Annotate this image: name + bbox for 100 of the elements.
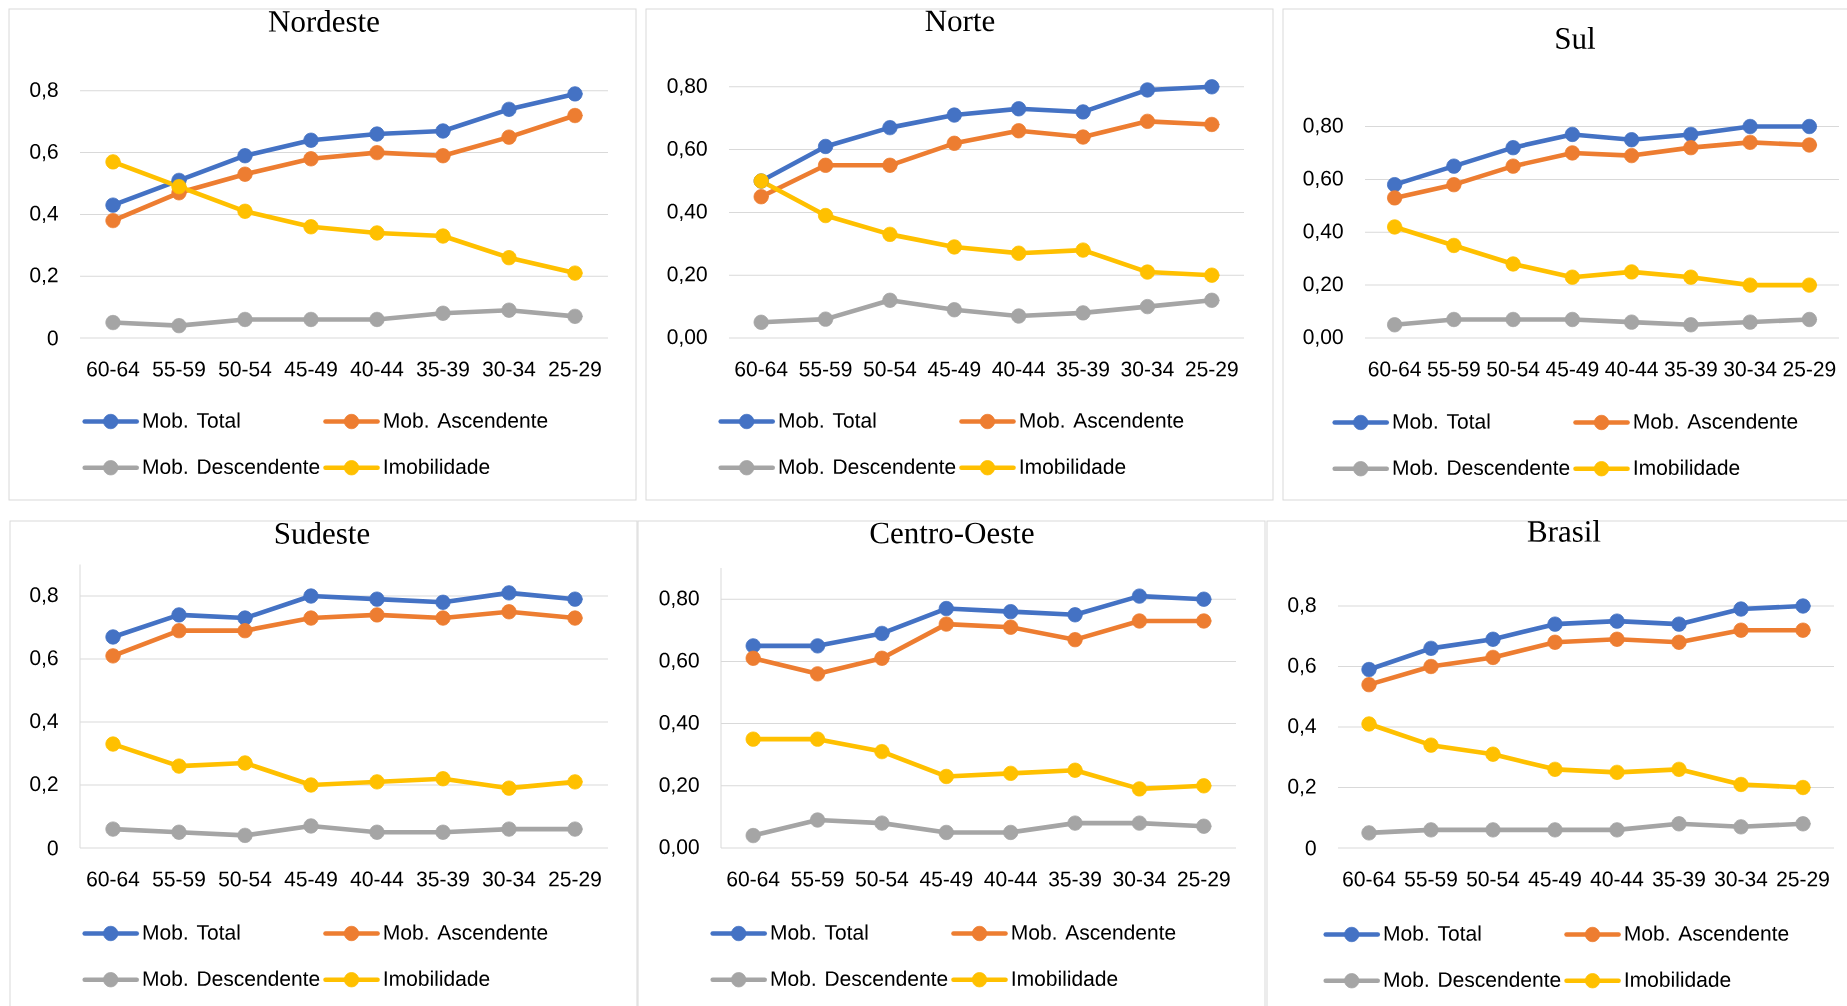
x-tick-label: 25-29 <box>549 871 601 887</box>
chart-title: Brasil <box>1527 520 1601 542</box>
legend-label: Mob. Descendente <box>771 970 948 987</box>
legend-label: Mob. Ascendente <box>1020 412 1184 428</box>
y-tick-label: 0,80 <box>659 590 699 608</box>
y-tick-label: 0,2 <box>30 267 58 285</box>
x-tick-label: 35-39 <box>1652 871 1705 887</box>
x-tick-label: 55-59 <box>799 361 852 377</box>
legend-label: Mob. Descendente <box>1393 459 1570 476</box>
legend-label: Mob. Total <box>779 412 876 428</box>
legend-label: Imobilidade <box>1020 458 1126 475</box>
x-tick-label: 45-49 <box>1546 361 1599 377</box>
y-tick-label: 0,00 <box>659 839 699 857</box>
x-tick-label: 35-39 <box>1664 361 1717 377</box>
x-tick-label: 45-49 <box>284 361 337 377</box>
x-tick-label: 40-44 <box>350 361 404 377</box>
y-tick-label: 0,40 <box>1303 223 1343 241</box>
y-tick-label: 0,6 <box>30 143 58 162</box>
y-tick-label: 0,8 <box>30 587 58 605</box>
x-tick-label: 40-44 <box>992 361 1045 377</box>
y-tick-label: 0,8 <box>1288 597 1316 615</box>
y-tick-label: 0,4 <box>1288 718 1316 736</box>
x-tick-label: 60-64 <box>1343 871 1396 887</box>
legend-label: Imobilidade <box>1625 971 1731 988</box>
x-tick-label: 50-54 <box>219 871 272 887</box>
legend-label: Mob. Total <box>1384 925 1481 941</box>
x-tick-label: 50-54 <box>1487 361 1540 377</box>
y-tick-label: 0,20 <box>667 266 707 284</box>
x-tick-label: 50-54 <box>863 361 917 377</box>
y-tick-label: 0 <box>47 840 58 856</box>
x-tick-label: 60-64 <box>1368 361 1421 377</box>
legend-label: Mob. Total <box>771 924 868 940</box>
y-tick-label: 0,80 <box>667 78 707 96</box>
y-tick-label: 0,20 <box>1303 276 1343 294</box>
x-tick-label: 40-44 <box>984 871 1037 887</box>
chart-title: Centro-Oeste <box>870 522 1034 544</box>
legend-label: Mob. Ascendente <box>1625 925 1789 941</box>
legend-label: Mob. Descendente <box>143 970 320 987</box>
x-tick-label: 25-29 <box>1783 361 1836 377</box>
y-tick-label: 0,2 <box>1288 778 1316 797</box>
x-tick-label: 60-64 <box>735 361 788 377</box>
x-tick-label: 35-39 <box>416 871 469 887</box>
x-tick-label: 45-49 <box>1528 871 1581 887</box>
chart-title: Sudeste <box>275 522 370 544</box>
chart-title: Norte <box>925 10 995 32</box>
x-tick-label: 25-29 <box>1186 361 1238 377</box>
x-tick-label: 50-54 <box>1467 871 1520 887</box>
y-tick-label: 0,80 <box>1303 117 1343 136</box>
legend-label: Mob. Descendente <box>779 458 956 475</box>
legend-label: Mob. Ascendente <box>384 924 548 940</box>
legend-label: Mob. Total <box>143 924 240 940</box>
y-tick-label: 0,00 <box>1303 329 1343 347</box>
x-tick-label: 25-29 <box>1178 871 1230 887</box>
legend-label: Mob. Ascendente <box>384 412 548 428</box>
legend-label: Imobilidade <box>1012 970 1118 987</box>
x-tick-label: 55-59 <box>1427 361 1480 377</box>
x-tick-label: 60-64 <box>87 871 140 887</box>
x-tick-label: 45-49 <box>927 361 981 377</box>
y-tick-label: 0,00 <box>667 329 707 347</box>
y-tick-label: 0,40 <box>659 714 699 733</box>
legend-label: Imobilidade <box>384 970 490 987</box>
x-tick-label: 30-34 <box>1724 361 1777 377</box>
y-tick-label: 0,2 <box>30 776 58 794</box>
y-tick-label: 0,6 <box>30 650 58 668</box>
x-tick-label: 50-54 <box>219 361 272 377</box>
x-tick-label: 55-59 <box>153 871 205 887</box>
y-tick-label: 0 <box>47 330 58 346</box>
x-tick-label: 30-34 <box>482 871 536 887</box>
y-tick-label: 0,4 <box>30 205 58 224</box>
legend-label: Mob. Total <box>143 412 240 428</box>
legend-label: Mob. Descendente <box>1384 971 1561 988</box>
chart-title: Sul <box>1556 27 1596 49</box>
y-tick-label: 0,60 <box>659 652 699 671</box>
x-tick-label: 30-34 <box>1113 871 1166 887</box>
x-tick-label: 60-64 <box>727 871 780 887</box>
chart-title: Nordeste <box>268 10 379 32</box>
legend-label: Imobilidade <box>1634 459 1740 476</box>
x-tick-label: 50-54 <box>855 871 909 887</box>
x-tick-label: 40-44 <box>1605 361 1658 377</box>
x-tick-label: 30-34 <box>482 361 536 377</box>
x-tick-label: 40-44 <box>1590 871 1644 887</box>
x-tick-label: 25-29 <box>549 361 601 377</box>
y-tick-label: 0,20 <box>659 777 699 795</box>
x-tick-label: 30-34 <box>1714 871 1768 887</box>
x-tick-label: 40-44 <box>350 871 404 887</box>
x-tick-label: 30-34 <box>1121 361 1174 377</box>
y-tick-label: 0,6 <box>1288 657 1316 676</box>
legend-label: Mob. Total <box>1393 413 1490 429</box>
y-tick-label: 0,8 <box>30 82 58 100</box>
y-tick-label: 0 <box>1305 840 1316 856</box>
legend-label: Mob. Descendente <box>143 458 320 475</box>
x-tick-label: 35-39 <box>416 361 469 377</box>
x-tick-label: 60-64 <box>87 361 140 377</box>
x-tick-label: 45-49 <box>284 871 337 887</box>
legend-label: Imobilidade <box>384 458 490 475</box>
x-tick-label: 35-39 <box>1049 871 1101 887</box>
x-tick-label: 55-59 <box>791 871 844 887</box>
y-tick-label: 0,4 <box>30 713 58 731</box>
x-tick-label: 25-29 <box>1777 871 1829 887</box>
y-tick-label: 0,40 <box>667 203 707 222</box>
